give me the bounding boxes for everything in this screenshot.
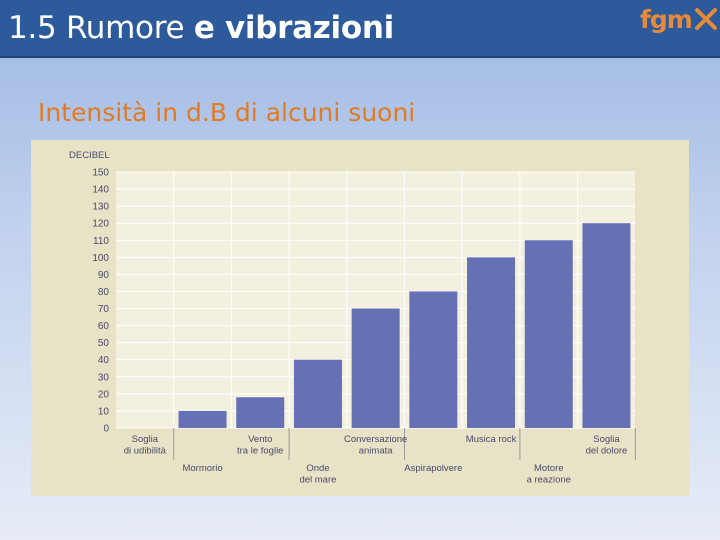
- title-bar: 1.5 Rumore e vibrazioni fgm: [0, 0, 720, 58]
- y-tick-label: 60: [98, 321, 110, 332]
- x-mark-icon: [694, 8, 717, 30]
- y-tick-label: 150: [92, 168, 109, 179]
- category-label: animata: [359, 446, 394, 457]
- slide-title: 1.5 Rumore e vibrazioni: [8, 10, 394, 46]
- y-tick-label: 40: [98, 355, 110, 366]
- category-label: Conversazione: [344, 434, 407, 445]
- category-label: Onde: [306, 463, 329, 474]
- category-label: Aspirapolvere: [404, 463, 462, 474]
- category-label: Soglia: [593, 434, 620, 445]
- category-label: Motore: [534, 463, 564, 474]
- bar: [236, 397, 285, 428]
- category-label: Mormorio: [182, 463, 222, 474]
- bar: [178, 410, 227, 428]
- category-label: Vento: [248, 434, 272, 445]
- y-tick-label: 0: [103, 424, 109, 435]
- y-tick-label: 90: [98, 270, 110, 281]
- y-tick-label: 10: [98, 406, 110, 417]
- bar: [467, 257, 516, 428]
- category-label: Musica rock: [466, 434, 517, 445]
- category-label: Soglia: [132, 434, 159, 445]
- category-label: di udibilità: [124, 446, 167, 457]
- bar: [524, 240, 573, 428]
- y-tick-label: 110: [93, 236, 109, 247]
- bar: [582, 223, 631, 428]
- category-label: tra le foglie: [237, 446, 283, 457]
- y-tick-label: 140: [92, 185, 109, 196]
- logo-text: fgm: [640, 4, 693, 34]
- y-axis-label: DECIBEL: [69, 150, 110, 161]
- y-tick-label: 130: [92, 202, 109, 213]
- y-tick-label: 120: [92, 219, 109, 230]
- y-tick-label: 30: [98, 372, 110, 383]
- bar: [409, 291, 458, 428]
- bar: [293, 359, 342, 428]
- y-tick-label: 70: [98, 304, 110, 315]
- chart-subtitle: Intensità in d.B di alcuni suoni: [38, 98, 416, 127]
- category-label: a reazione: [527, 475, 571, 486]
- y-tick-label: 50: [98, 338, 110, 349]
- y-tick-label: 20: [98, 389, 110, 400]
- category-label: del dolore: [586, 446, 628, 457]
- fgm-logo: fgm: [640, 2, 720, 36]
- chart-panel: 0 10 20 30 40 50 60 70 80 90 100 110 120 130 140 150 DEC…: [31, 140, 689, 496]
- bar-chart: 0 10 20 30 40 50 60 70 80 90 100 110 120 130 140 150 DEC…: [69, 150, 636, 486]
- y-tick-label: 100: [92, 253, 109, 264]
- y-tick-label: 80: [98, 287, 110, 298]
- bar: [351, 308, 400, 428]
- category-label: del mare: [299, 475, 336, 486]
